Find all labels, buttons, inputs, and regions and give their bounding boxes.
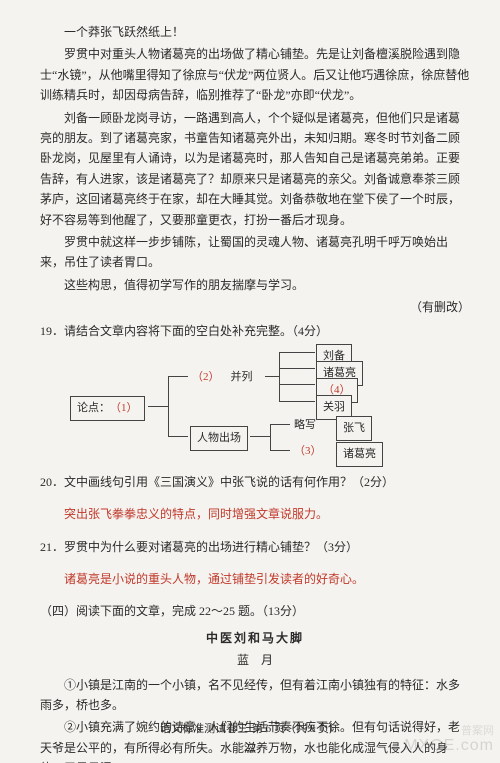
blank-2: （2）	[192, 371, 220, 383]
conn	[270, 424, 271, 450]
exam-page: 一个莽张飞跃然纸上！ 罗贯中对重头人物诸葛亮的出场做了精心铺垫。先是让刘备檀溪脱…	[0, 0, 500, 763]
conn	[265, 376, 279, 377]
conn	[279, 368, 315, 369]
node-mid2: 人物出场	[190, 426, 248, 451]
conn	[148, 406, 168, 407]
node-root-label: 论点：	[77, 399, 110, 418]
conn	[279, 384, 315, 385]
q21-answer: 诸葛亮是小说的重头人物，通过铺垫引发读者的好奇心。	[64, 569, 470, 589]
passage-p5: 这些构思，值得初学写作的朋友揣摩与学习。	[40, 275, 470, 295]
node-r6: （3）	[294, 442, 322, 461]
node-root: 论点： （1）	[70, 396, 145, 421]
q20-stem: 20．文中画线句引用《三国演义》中张飞说的话有何作用？（2分）	[40, 472, 470, 492]
conn	[168, 376, 188, 377]
section4-heading: （四）阅读下面的文章，完成 22～25 题。（13分）	[40, 601, 470, 621]
q21-stem: 21．罗贯中为什么要对诸葛亮的出场进行精心铺垫？（3分）	[40, 537, 470, 557]
node-r6b: 诸葛亮	[336, 442, 383, 467]
node-mid1: （2） 并列	[192, 368, 253, 387]
q19-diagram: 论点： （1） （2） 并列 人物出场 刘备 诸葛亮 （4） 关羽	[40, 346, 470, 466]
conn	[279, 352, 315, 353]
conn	[270, 424, 290, 425]
conn	[168, 376, 169, 436]
conn	[270, 450, 290, 451]
conn	[168, 436, 188, 437]
node-mid1-label: 并列	[231, 371, 253, 383]
passage-p3: 刘备一顾卧龙岗寻访，一路遇到高人，个个疑似是诸葛亮，但他们只是诸葛亮的朋友。到了…	[40, 108, 470, 230]
watermark-big: MXQE.com	[404, 732, 494, 759]
article-title: 中医刘和马大脚	[40, 628, 470, 648]
article-author: 蓝 月	[40, 650, 470, 670]
article-p1: ①小镇是江南的一个小镇，名不见经传，但有着江南小镇独有的特征：水多雨多，桥也多。	[40, 675, 470, 716]
node-r5-a: 略写	[294, 419, 316, 431]
conn	[250, 436, 270, 437]
node-r5: 略写	[294, 416, 316, 435]
conn	[279, 352, 280, 402]
passage-p4: 罗贯中就这样一步步铺陈，让蜀国的灵魂人物、诸葛亮孔明千呼万唤始出来，吊住了读者胃…	[40, 232, 470, 273]
q20-answer: 突出张飞拳拳忠义的特点，同时增强文章说服力。	[64, 504, 470, 524]
blank-3: （3）	[294, 445, 322, 457]
q19-stem: 19．请结合文章内容将下面的空白处补充完整。（4分）	[40, 321, 470, 341]
passage-credit: （有删改）	[40, 297, 470, 317]
passage-p1: 一个莽张飞跃然纸上！	[40, 22, 470, 42]
passage-p2: 罗贯中对重头人物诸葛亮的出场做了精心铺垫。先是让刘备檀溪脱险遇到隐士“水镜”，从…	[40, 44, 470, 105]
conn	[279, 401, 315, 402]
blank-1: （1）	[110, 399, 138, 418]
node-r5b: 张飞	[336, 416, 372, 441]
